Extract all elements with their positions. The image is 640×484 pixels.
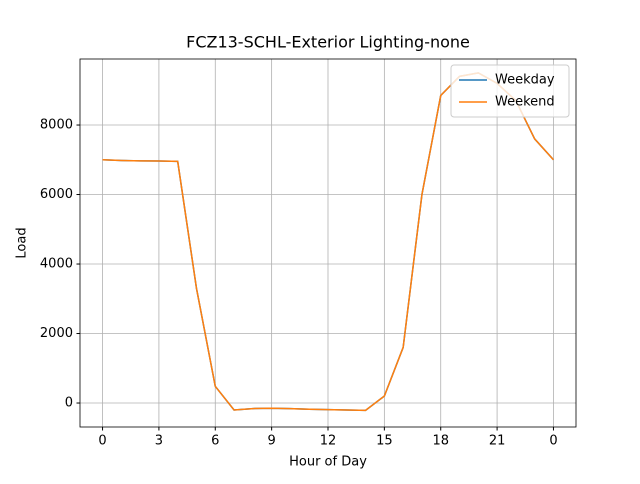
x-tick-label: 15 bbox=[376, 434, 393, 449]
x-tick-label: 0 bbox=[98, 434, 106, 449]
y-tick-label: 0 bbox=[65, 396, 73, 411]
legend-label: Weekday bbox=[495, 73, 555, 88]
legend-box bbox=[450, 64, 570, 118]
y-tick-label: 6000 bbox=[40, 187, 73, 202]
x-tick-label: 3 bbox=[155, 434, 163, 449]
legend-label: Weekend bbox=[495, 95, 555, 110]
y-tick-label: 8000 bbox=[40, 118, 73, 133]
legend: Weekday Weekend bbox=[450, 64, 570, 118]
chart-title: FCZ13-SCHL-Exterior Lighting-none bbox=[186, 33, 470, 52]
x-tick-label: 21 bbox=[489, 434, 506, 449]
x-tick-label: 9 bbox=[267, 434, 275, 449]
x-axis-label: Hour of Day bbox=[289, 455, 367, 470]
x-tick-label: 0 bbox=[549, 434, 557, 449]
x-tick-label: 6 bbox=[211, 434, 219, 449]
x-tick-label: 12 bbox=[320, 434, 337, 449]
y-tick-label: 4000 bbox=[40, 257, 73, 272]
y-tick-label: 2000 bbox=[40, 326, 73, 341]
y-axis-label: Load bbox=[15, 227, 30, 258]
grid bbox=[80, 59, 576, 427]
x-tick-label: 18 bbox=[432, 434, 449, 449]
